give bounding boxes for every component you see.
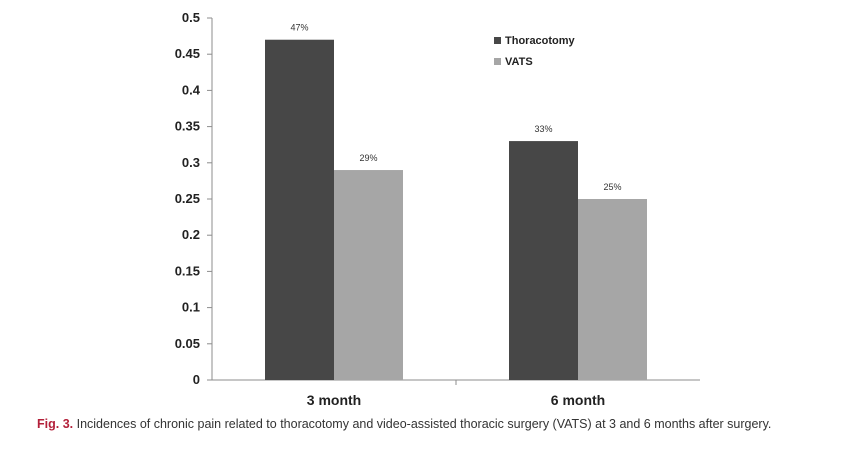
data-label: 25% — [603, 182, 621, 192]
y-tick-label: 0.35 — [175, 119, 200, 134]
legend: Thoracotomy VATS — [494, 35, 576, 68]
legend-label: VATS — [505, 56, 533, 68]
data-label: 47% — [290, 23, 308, 33]
legend-swatch — [494, 58, 501, 65]
bar-thoracotomy-1 — [265, 39, 334, 380]
bar-chart: 0 0.05 0.1 0.15 0.2 0.25 0.3 0.35 0.4 0.45 0.5 47%… — [175, 10, 700, 408]
y-axis-ticks: 0 0.05 0.1 0.15 0.2 0.25 0.3 0.35 0.4 0.45 0.5 — [175, 10, 212, 387]
y-tick-label: 0.5 — [182, 10, 200, 25]
y-tick-label: 0 — [193, 372, 200, 387]
figure-caption: Fig. 3. Incidences of chronic pain relat… — [37, 416, 847, 433]
data-labels: 47% 29% 33% 25% — [290, 23, 621, 192]
y-tick-label: 0.3 — [182, 155, 200, 170]
legend-label: Thoracotomy — [505, 35, 576, 47]
data-label: 33% — [534, 124, 552, 134]
legend-swatch — [494, 37, 501, 44]
caption-text: Incidences of chronic pain related to th… — [73, 417, 772, 431]
y-tick-label: 0.1 — [182, 300, 200, 315]
x-category-label: 6 month — [551, 392, 605, 408]
y-tick-label: 0.2 — [182, 227, 200, 242]
y-tick-label: 0.05 — [175, 336, 200, 351]
y-tick-label: 0.4 — [182, 82, 201, 97]
x-category-label: 3 month — [307, 392, 361, 408]
bar-thoracotomy-2 — [509, 141, 578, 380]
caption-label: Fig. 3. — [37, 417, 74, 431]
data-label: 29% — [359, 153, 377, 163]
y-tick-label: 0.45 — [175, 46, 200, 61]
bars — [265, 39, 647, 385]
y-tick-label: 0.25 — [175, 191, 200, 206]
y-tick-label: 0.15 — [175, 263, 200, 278]
bar-vats-1 — [334, 170, 403, 380]
bar-vats-2 — [578, 199, 647, 380]
category-labels: 3 month 6 month — [307, 392, 605, 408]
